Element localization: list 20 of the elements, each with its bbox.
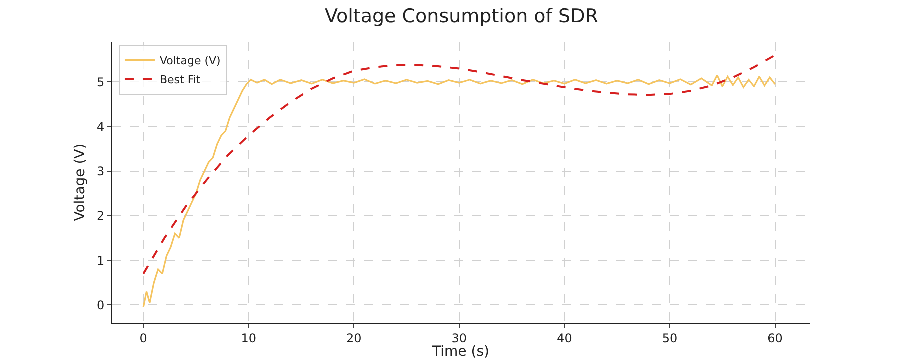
x-tick-label: 60 bbox=[768, 331, 783, 346]
x-tick-label: 20 bbox=[346, 331, 362, 346]
x-tick-label: 10 bbox=[241, 331, 256, 346]
y-tick-label: 1 bbox=[96, 254, 105, 268]
y-tick-label: 5 bbox=[96, 75, 105, 90]
x-tick-label: 40 bbox=[557, 331, 572, 346]
y-tick-label: 4 bbox=[96, 120, 105, 134]
legend-label: Voltage (V) bbox=[160, 54, 221, 68]
line-series bbox=[142, 54, 776, 275]
x-axis-title: Time (s) bbox=[432, 344, 490, 360]
y-tick-label: 2 bbox=[96, 209, 105, 224]
y-axis-title: Voltage (V) bbox=[72, 144, 89, 222]
x-tick-label: 30 bbox=[452, 331, 468, 346]
legend-label: Best Fit bbox=[160, 74, 202, 87]
x-tick-label: 50 bbox=[662, 331, 678, 346]
y-tick-label: 0 bbox=[96, 298, 105, 312]
x-tick-label: 0 bbox=[140, 331, 148, 346]
line-series bbox=[142, 74, 776, 308]
chart-title: Voltage Consumption of SDR bbox=[324, 5, 598, 28]
y-tick-label: 3 bbox=[96, 164, 105, 179]
